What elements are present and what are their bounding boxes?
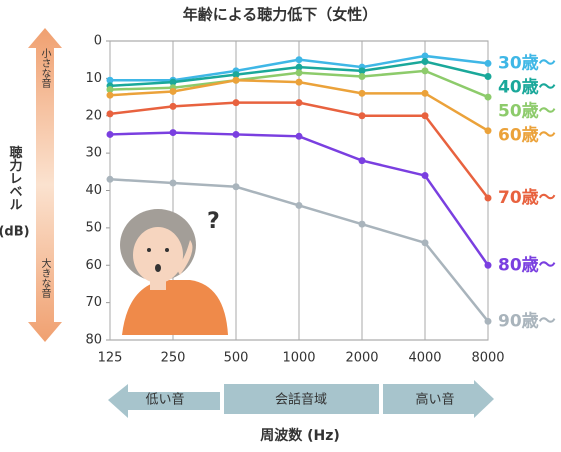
point	[169, 102, 177, 110]
y-tick-label: 40	[85, 183, 102, 198]
legend-label: 70歳～	[498, 187, 556, 208]
range-label: 高い音	[415, 392, 454, 408]
legend-label: 80歳～	[498, 254, 556, 275]
point	[295, 99, 303, 107]
x-tick-label: 1000	[282, 351, 315, 366]
point	[106, 91, 114, 99]
point	[421, 58, 429, 66]
legend-label: 60歳～	[498, 124, 556, 145]
legend-label: 30歳～	[498, 52, 556, 73]
range-arrow	[383, 380, 494, 418]
x-axis-label: 周波数 (Hz)	[260, 427, 340, 444]
range-label: 会話音域	[275, 392, 327, 408]
y-tick-label: 70	[85, 295, 102, 310]
point	[295, 78, 303, 86]
loud-label: 大きな音	[39, 257, 51, 299]
y-tick-label: 60	[85, 258, 102, 273]
point	[232, 130, 240, 138]
point	[484, 73, 492, 81]
point	[421, 52, 429, 60]
point	[421, 172, 429, 180]
point	[295, 69, 303, 77]
point	[106, 86, 114, 94]
point	[295, 63, 303, 71]
point	[484, 59, 492, 67]
y-tick-label: 10	[85, 71, 102, 86]
point	[421, 67, 429, 75]
x-tick-label: 500	[224, 351, 249, 366]
point	[232, 76, 240, 84]
quiet-label: 小さな音	[39, 48, 51, 89]
point	[295, 132, 303, 140]
point	[358, 89, 366, 97]
point	[358, 67, 366, 75]
point	[106, 130, 114, 138]
y-tick-label: 0	[94, 34, 102, 49]
y-tick-label: 80	[85, 333, 102, 348]
legend-label: 40歳～	[498, 76, 556, 97]
loudness-arrow	[28, 28, 62, 342]
legend-label: 50歳～	[498, 100, 556, 121]
point	[484, 127, 492, 135]
x-tick-label: 8000	[471, 351, 504, 366]
point	[358, 220, 366, 228]
range-label: 低い音	[145, 392, 184, 408]
point	[484, 194, 492, 202]
point	[106, 110, 114, 118]
point	[421, 239, 429, 247]
point	[421, 112, 429, 120]
y-axis-unit: (dB)	[0, 225, 30, 240]
x-tick-label: 250	[161, 351, 186, 366]
point	[106, 76, 114, 84]
range-box	[224, 384, 379, 414]
point	[169, 129, 177, 137]
y-tick-label: 30	[85, 146, 102, 161]
range-arrow	[108, 384, 220, 418]
x-tick-label: 125	[98, 351, 123, 366]
point	[358, 112, 366, 120]
point	[232, 99, 240, 107]
point	[295, 56, 303, 64]
point	[232, 71, 240, 79]
point	[484, 261, 492, 269]
point	[232, 183, 240, 191]
y-tick-label: 20	[85, 108, 102, 123]
y-tick-label: 50	[85, 220, 102, 235]
point	[169, 179, 177, 187]
x-tick-label: 4000	[408, 351, 441, 366]
point	[484, 93, 492, 101]
point	[169, 78, 177, 86]
legend-label: 90歳～	[498, 310, 556, 331]
illustration: ?	[120, 209, 228, 335]
point	[358, 73, 366, 81]
point	[358, 157, 366, 165]
x-tick-label: 2000	[345, 351, 378, 366]
point	[484, 317, 492, 325]
svg-text:?: ?	[207, 209, 220, 234]
point	[295, 201, 303, 209]
y-axis-label: 聴力レベル	[7, 145, 23, 211]
point	[169, 87, 177, 95]
point	[421, 89, 429, 97]
chart-title: 年齢による聴力低下（女性）	[183, 6, 378, 24]
point	[106, 175, 114, 183]
